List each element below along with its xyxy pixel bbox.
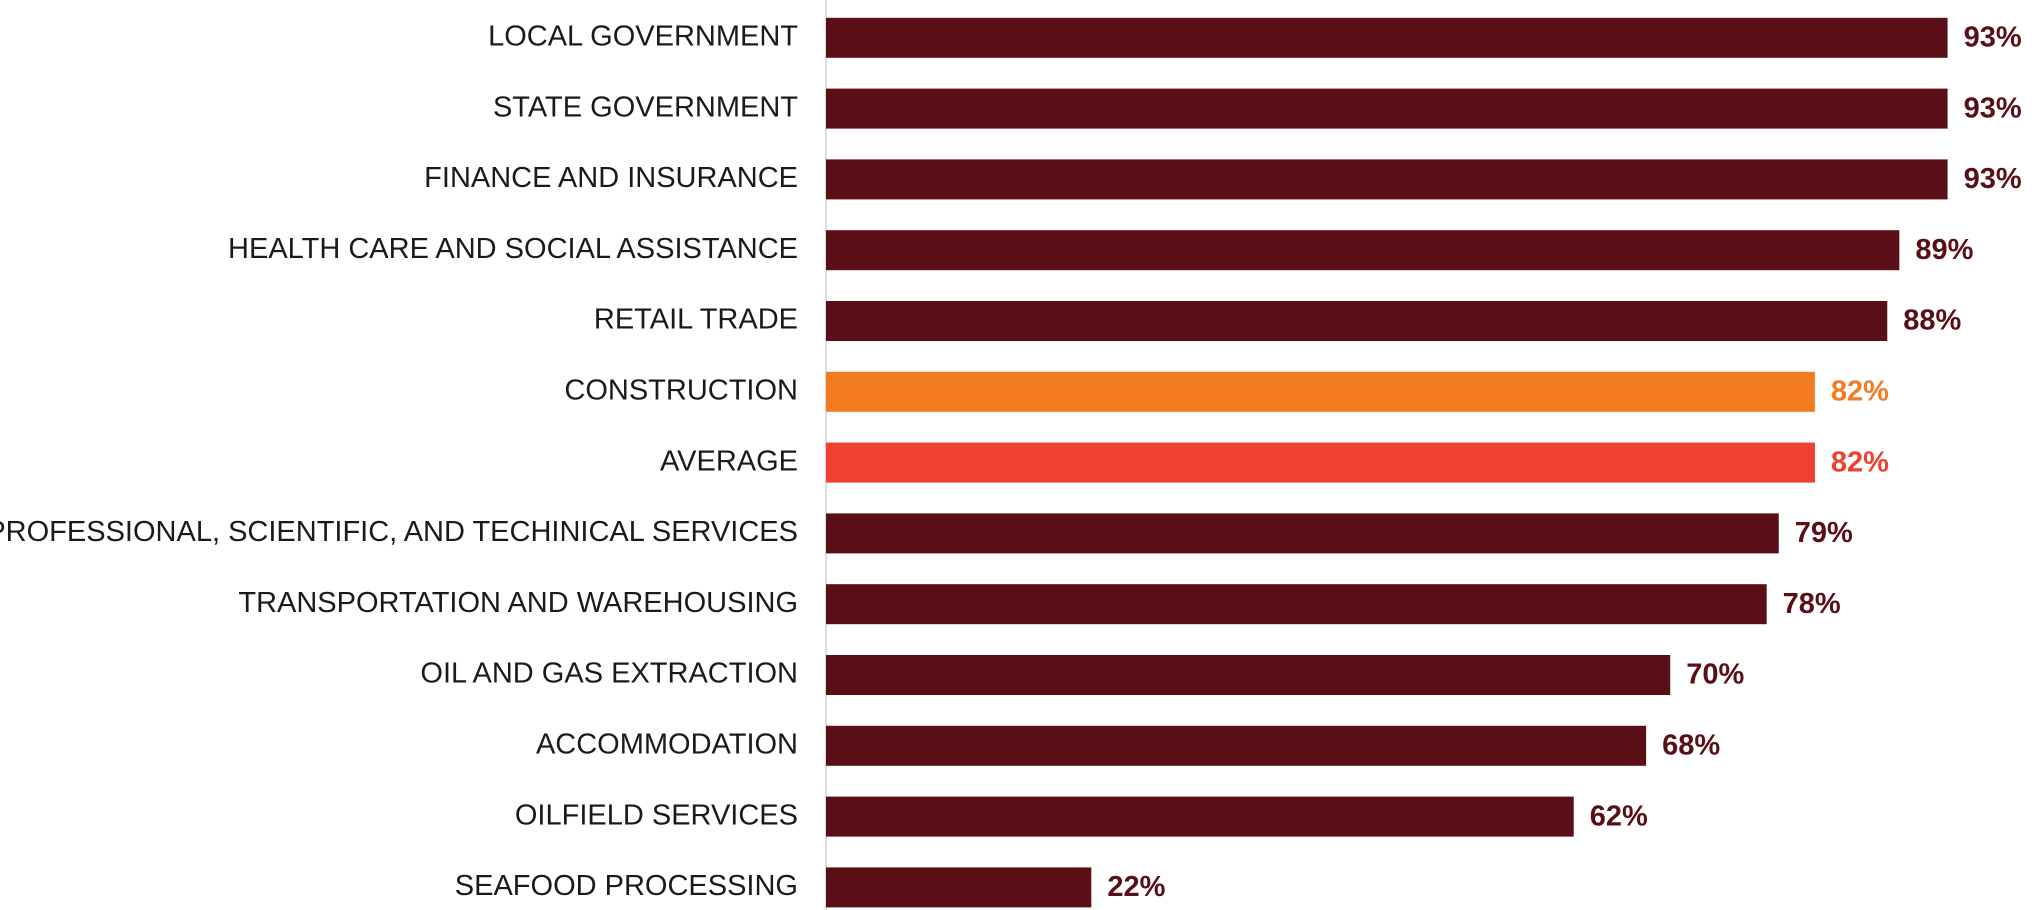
category-label: HEALTH CARE AND SOCIAL ASSISTANCE	[228, 233, 798, 265]
bar	[826, 88, 1948, 129]
value-label: 88%	[1903, 305, 1961, 337]
bar	[826, 725, 1647, 766]
category-label: RETAIL TRADE	[594, 304, 798, 336]
value-label: 89%	[1915, 234, 1973, 266]
category-label: TRANSPORTATION AND WAREHOUSING	[238, 587, 798, 619]
value-label: 70%	[1686, 659, 1744, 691]
bar	[826, 159, 1948, 200]
bar	[826, 230, 1900, 271]
bar	[826, 442, 1815, 483]
bar	[826, 17, 1948, 58]
value-label: 82%	[1831, 446, 1889, 478]
category-label: LOCAL GOVERNMENT	[488, 20, 798, 52]
bar	[826, 371, 1815, 412]
bar	[826, 584, 1767, 625]
category-label: ACCOMMODATION	[536, 728, 798, 760]
value-label: 93%	[1964, 163, 2022, 195]
category-label: PROFESSIONAL, SCIENTIFIC, AND TECHINICAL…	[0, 516, 798, 548]
value-label: 82%	[1831, 375, 1889, 407]
category-label: FINANCE AND INSURANCE	[424, 162, 798, 194]
value-label: 62%	[1590, 800, 1648, 832]
value-label: 68%	[1662, 729, 1720, 761]
category-label: OILFIELD SERVICES	[515, 799, 798, 831]
value-label: 79%	[1795, 517, 1853, 549]
category-label: CONSTRUCTION	[564, 374, 798, 406]
bar	[826, 513, 1779, 554]
bar	[826, 655, 1671, 695]
bar	[826, 301, 1888, 341]
value-label: 93%	[1964, 21, 2022, 53]
category-label: STATE GOVERNMENT	[493, 91, 798, 123]
category-label: SEAFOOD PROCESSING	[455, 870, 798, 902]
bar	[826, 796, 1574, 837]
category-label: AVERAGE	[660, 445, 798, 477]
bar	[826, 867, 1092, 908]
category-label: OIL AND GAS EXTRACTION	[420, 658, 798, 690]
value-label: 93%	[1964, 92, 2022, 124]
value-label: 78%	[1783, 588, 1841, 620]
value-label: 22%	[1107, 871, 1165, 903]
